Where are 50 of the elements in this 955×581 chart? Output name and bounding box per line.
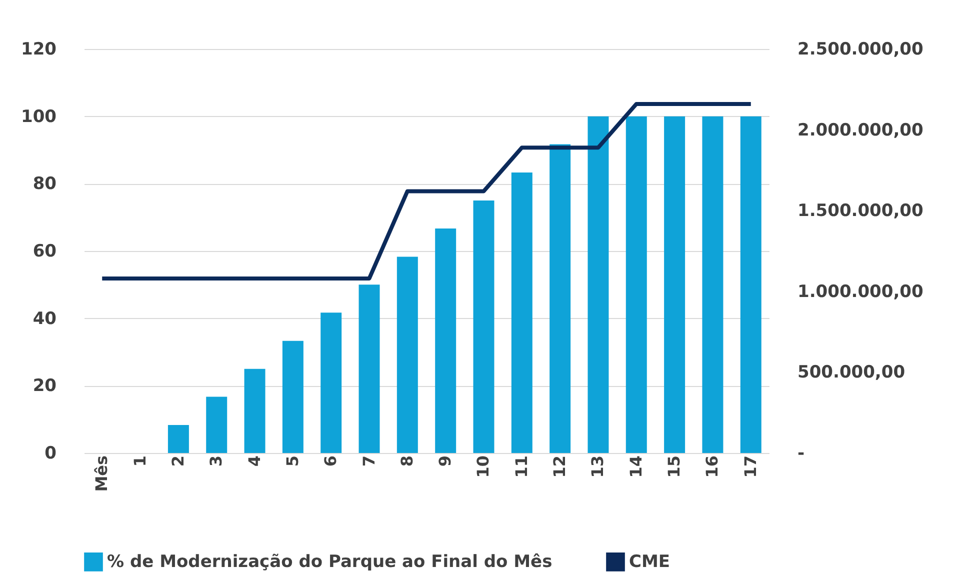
x-tick-label: 3 (206, 456, 226, 467)
bar (206, 396, 228, 453)
x-tick-label: 7 (359, 456, 378, 467)
y-tick-label: 60 (32, 242, 57, 262)
x-tick-label: 14 (626, 456, 646, 478)
y-tick-label: 80 (32, 174, 57, 194)
y-tick-label: 20 (32, 376, 57, 396)
bar (396, 256, 418, 453)
bar (588, 116, 609, 453)
bar (435, 228, 456, 453)
y-tick-label: 100 (21, 106, 57, 127)
x-tick-label: 11 (512, 456, 531, 478)
x-tick-label: 12 (550, 456, 570, 478)
x-tick-label: 10 (474, 456, 493, 478)
x-tick-label: 6 (321, 456, 340, 467)
y-tick-label: 40 (32, 308, 57, 329)
bar (473, 200, 494, 453)
y-tick-label: 120 (21, 40, 57, 60)
x-tick-label: 15 (664, 456, 684, 478)
y2-tick-label: 1.000.000,00 (798, 282, 924, 302)
x-tick-label: 17 (740, 456, 760, 478)
x-tick-label: 9 (436, 456, 455, 467)
bar (320, 312, 342, 453)
bar (550, 144, 571, 453)
x-tick-label: Mês (92, 456, 112, 492)
y-tick-label: 0 (44, 444, 57, 464)
bar (282, 340, 304, 453)
bar (702, 116, 724, 453)
x-tick-label: 2 (168, 456, 188, 467)
bar (244, 368, 266, 453)
bar (740, 116, 762, 453)
bar (358, 284, 380, 453)
x-tick-label: 4 (244, 456, 264, 467)
bar (664, 116, 686, 453)
x-tick-label: 13 (588, 456, 608, 478)
x-tick-label: 16 (702, 456, 722, 478)
bar (511, 172, 532, 453)
legend-label: CME (629, 552, 670, 572)
x-tick-label: 8 (397, 456, 416, 467)
bar (626, 116, 647, 453)
y2-tick-label: 2.000.000,00 (798, 120, 924, 140)
legend-label: % de Modernização do Parque ao Final do Mês (107, 552, 552, 572)
bar (168, 425, 189, 453)
x-tick-label: 5 (282, 456, 302, 467)
y2-tick-label: 2.500.000,00 (798, 40, 924, 60)
y2-tick-label: - (798, 444, 805, 464)
y2-tick-label: 500.000,00 (798, 362, 906, 383)
y2-tick-label: 1.500.000,00 (798, 201, 924, 222)
line-series (100, 102, 753, 280)
x-tick-label: 1 (130, 456, 150, 467)
